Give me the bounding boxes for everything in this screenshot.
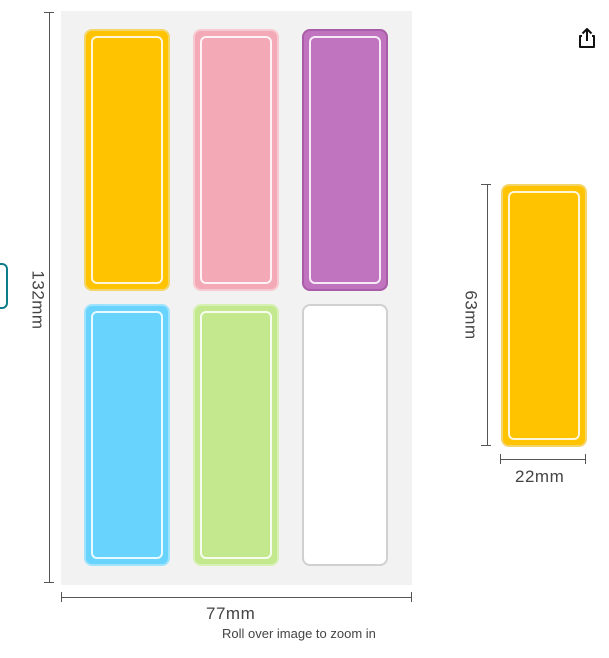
detail-tick-right [585,454,586,464]
label-width-label: 22mm [515,467,565,486]
label-green [193,304,279,566]
label-sheet [61,11,412,585]
detail-label-yellow [501,184,587,447]
share-icon[interactable] [576,27,598,49]
sheet-width-line [61,597,412,598]
label-white [302,304,388,566]
zoom-hint: Roll over image to zoom in [222,626,376,641]
label-blue [84,304,170,566]
label-width-line [500,459,586,460]
previous-image-tab[interactable] [0,263,8,309]
label-height-line [487,184,488,446]
sheet-width-label: 77mm [206,604,256,623]
sheet-height-line [49,12,50,583]
label-height-label: 63mm [461,290,481,340]
dim-tick-right [411,592,412,602]
sheet-height-label: 132mm [28,270,48,330]
detail-tick-bottom [481,445,491,446]
label-purple [302,29,388,291]
label-pink [193,29,279,291]
detail-tick-top [481,184,491,185]
label-yellow [84,29,170,291]
dim-tick-bottom [44,582,54,583]
